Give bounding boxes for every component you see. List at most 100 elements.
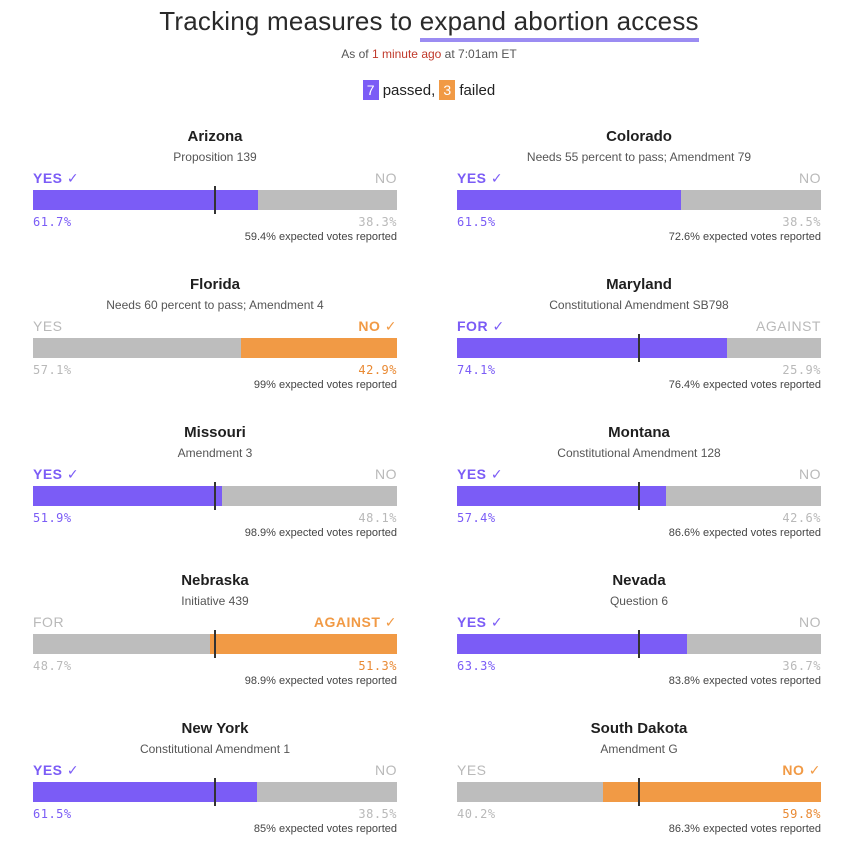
state-name: South Dakota [590,720,688,737]
left-percent: 63.3% [457,659,496,673]
page-title: Tracking measures to expand abortion acc… [0,6,858,42]
right-percent: 59.8% [782,807,821,821]
right-option-label: NO [799,614,821,630]
measure-name: Proposition 139 [173,150,257,164]
votes-reported: 98.9% expected votes reported [244,527,397,539]
left-option-label: YES ✓ [457,466,504,482]
left-option-label: YES [33,318,63,334]
result-bar [33,630,397,658]
majority-threshold-marker [638,482,640,510]
left-option-label: FOR [33,614,65,630]
measure-name: Initiative 439 [181,594,249,608]
result-bar [33,778,397,806]
result-bar [33,482,397,510]
measure-card: Missouri Amendment 3 YES ✓ NO 51.9% 48.1% 98.9… [33,424,397,564]
left-share-bar [457,338,727,358]
passed-count-badge: 7 [362,80,379,100]
left-share-bar [457,634,688,654]
votes-reported: 86.6% expected votes reported [668,527,821,539]
measure-name: Question 6 [609,594,669,608]
right-option-label: NO [375,466,397,482]
left-share-bar [33,190,258,210]
right-share-bar [210,634,397,654]
left-percent: 57.4% [457,511,496,525]
majority-threshold-marker [638,630,640,658]
left-percent: 40.2% [457,807,496,821]
measure-name: Needs 55 percent to pass; Amendment 79 [526,150,752,164]
majority-threshold-marker [638,778,640,806]
right-percent: 42.9% [358,363,397,377]
majority-threshold-marker [214,778,216,806]
right-share-bar [603,782,821,802]
state-name: Nevada [612,572,666,589]
state-name: Florida [189,276,240,293]
left-option-label: YES ✓ [457,614,504,630]
left-percent: 57.1% [33,363,72,377]
failed-count-badge: 3 [439,80,456,100]
left-option-label: YES [457,762,487,778]
failed-label: failed [455,82,496,99]
asof-suffix: at 7:01am ET [441,47,517,61]
measure-name: Constitutional Amendment 1 [139,742,291,756]
votes-reported: 72.6% expected votes reported [668,231,821,243]
votes-reported: 86.3% expected votes reported [668,823,821,835]
right-percent: 38.5% [358,807,397,821]
right-percent: 36.7% [782,659,821,673]
result-bar [457,630,821,658]
right-share-bar [240,338,397,358]
measure-card: Arizona Proposition 139 YES ✓ NO 61.7% 38.3% 5… [33,128,397,268]
majority-threshold-marker [214,482,216,510]
right-percent: 48.1% [358,511,397,525]
votes-reported: 85% expected votes reported [253,823,397,835]
measure-card: Florida Needs 60 percent to pass; Amendme… [33,276,397,416]
left-share-bar [33,782,257,802]
measure-card: Montana Constitutional Amendment 128 YES ✓… [457,424,821,564]
right-option-label: NO ✓ [358,318,397,334]
measure-name: Constitutional Amendment SB798 [549,298,729,312]
measure-card: South Dakota Amendment G YES NO ✓ 40.2% 59.8%… [457,720,821,860]
result-bar [33,338,397,358]
right-option-label: NO ✓ [782,762,821,778]
right-option-label: AGAINST ✓ [313,614,397,630]
left-share-bar [457,190,681,210]
result-bar [457,482,821,510]
left-percent: 61.7% [33,215,72,229]
asof-prefix: As of [341,47,372,61]
votes-reported: 76.4% expected votes reported [668,379,821,391]
result-bar [33,186,397,214]
measure-card: Maryland Constitutional Amendment SB798 FO… [457,276,821,416]
left-option-label: YES ✓ [33,170,80,186]
left-option-label: YES ✓ [457,170,504,186]
measure-name: Amendment 3 [177,446,253,460]
state-name: Nebraska [181,572,249,589]
state-name: Maryland [606,276,672,293]
left-percent: 74.1% [457,363,496,377]
measure-name: Amendment G [600,742,678,756]
right-percent: 51.3% [358,659,397,673]
majority-threshold-marker [214,630,216,658]
state-name: Montana [608,424,670,441]
left-option-label: YES ✓ [33,762,80,778]
majority-threshold-marker [214,186,216,214]
left-option-label: YES ✓ [33,466,80,482]
left-share-bar [457,486,666,506]
measure-name: Needs 60 percent to pass; Amendment 4 [106,298,324,312]
right-percent: 38.3% [358,215,397,229]
measure-card: New York Constitutional Amendment 1 YES ✓ N… [33,720,397,860]
measure-card: Nebraska Initiative 439 FOR AGAINST ✓ 48.7% 5… [33,572,397,712]
passed-label: passed, [378,82,440,99]
right-percent: 42.6% [782,511,821,525]
state-name: New York [181,720,249,737]
left-share-bar [33,486,222,506]
state-name: Colorado [606,128,672,145]
right-option-label: NO [799,466,821,482]
votes-reported: 98.9% expected votes reported [244,675,397,687]
result-bar [457,778,821,806]
left-percent: 61.5% [457,215,496,229]
left-option-label: FOR ✓ [457,318,505,334]
right-option-label: NO [799,170,821,186]
result-bar [457,190,821,210]
right-option-label: AGAINST [756,318,821,334]
measure-card: Colorado Needs 55 percent to pass; Amendm… [457,128,821,268]
state-name: Arizona [187,128,243,145]
